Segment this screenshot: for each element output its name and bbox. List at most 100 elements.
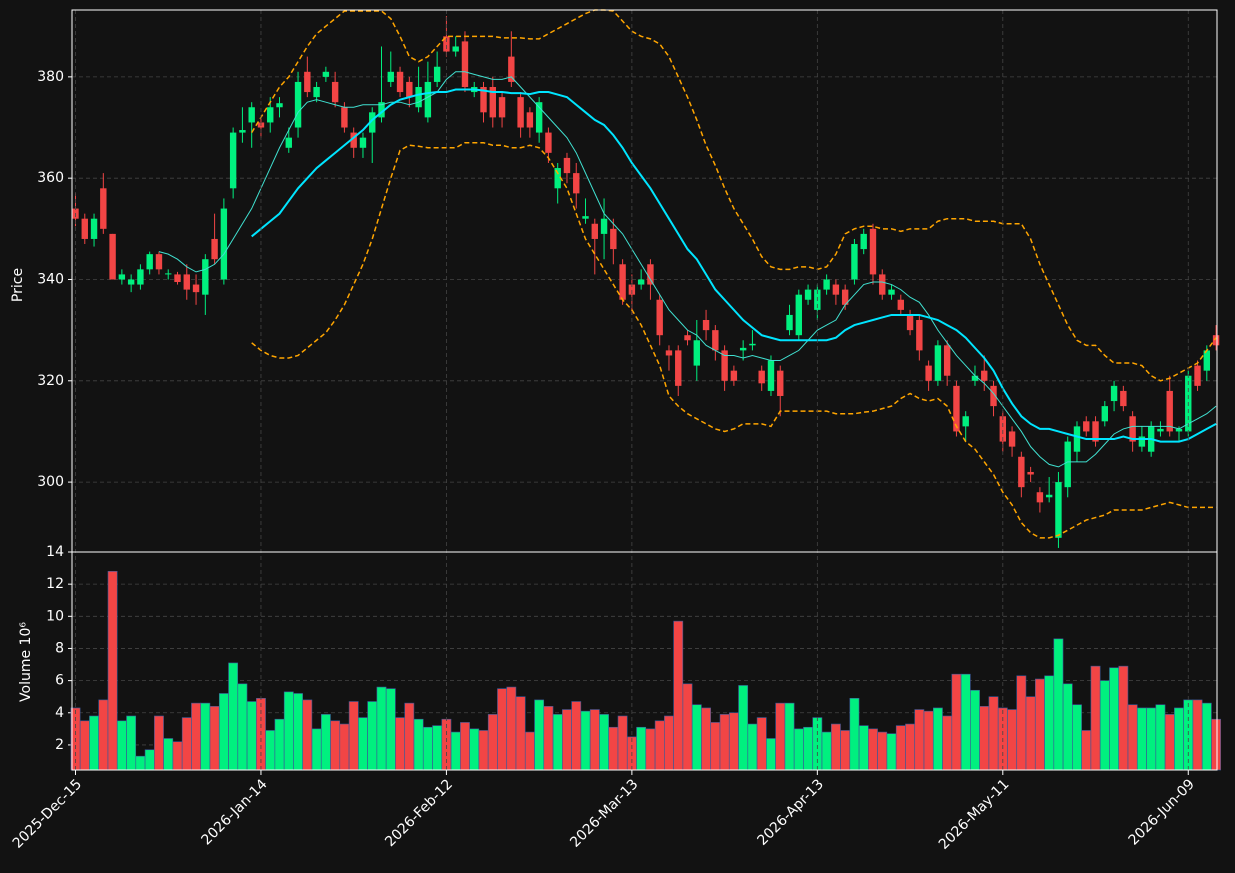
candle-body xyxy=(573,173,580,194)
volume-bar xyxy=(821,731,832,771)
candle-body xyxy=(758,370,765,384)
candle-body xyxy=(155,254,163,270)
volume-bar xyxy=(302,699,313,771)
candle-body xyxy=(174,274,181,283)
candle-body xyxy=(489,86,496,118)
candle-body xyxy=(647,264,654,285)
volume-bar xyxy=(970,689,980,771)
volume-bar xyxy=(311,728,322,771)
volume-bar xyxy=(673,620,684,771)
volume-bar xyxy=(422,726,433,771)
candle-body xyxy=(749,343,756,346)
volume-bar xyxy=(1127,704,1138,771)
candle-body xyxy=(962,416,969,427)
volume-bar xyxy=(988,696,999,771)
candle-body xyxy=(610,228,617,250)
candle-body xyxy=(1092,421,1099,442)
candle-body xyxy=(109,233,116,280)
candle-body xyxy=(433,66,441,82)
volume-bar xyxy=(830,723,841,771)
candle-body xyxy=(461,41,469,87)
volume-bar xyxy=(469,728,480,771)
volume-bar xyxy=(126,715,137,771)
volume-bar xyxy=(404,702,415,771)
volume-bar xyxy=(487,714,498,771)
volume-bar xyxy=(636,726,647,771)
volume-bar xyxy=(543,706,554,771)
volume-bar xyxy=(79,720,90,771)
volume-bar xyxy=(478,730,489,771)
volume-bar xyxy=(1146,707,1157,771)
volume-bar xyxy=(747,723,758,771)
candle-body xyxy=(971,375,979,381)
candle-body xyxy=(1175,428,1183,432)
volume-bar xyxy=(1090,665,1101,771)
candle-body xyxy=(1027,471,1034,475)
volume-bar xyxy=(877,731,888,771)
candle-body xyxy=(90,218,98,239)
volume-bar xyxy=(895,725,906,771)
candle-body xyxy=(563,157,571,174)
candle-body xyxy=(1194,365,1201,386)
candle-body xyxy=(702,320,710,331)
volume-bar xyxy=(237,683,248,771)
volume-bar xyxy=(358,717,368,771)
volume-bar xyxy=(163,738,174,771)
volume-bar xyxy=(274,718,285,771)
volume-bar xyxy=(172,741,183,771)
volume-bar xyxy=(923,710,934,771)
volume-bar xyxy=(1072,704,1082,771)
candle-body xyxy=(415,86,422,108)
volume-bar xyxy=(293,693,303,771)
volume-bar xyxy=(460,722,470,771)
candle-body xyxy=(396,71,404,93)
volume-bar xyxy=(756,717,767,771)
candle-body xyxy=(498,97,506,118)
volume-bar xyxy=(682,683,693,771)
volume-bar xyxy=(246,701,257,771)
candle-body xyxy=(860,233,867,250)
candle-body xyxy=(331,81,339,103)
overlay-line xyxy=(158,71,1217,468)
volume-bar xyxy=(571,701,582,771)
volume-bar xyxy=(218,693,229,771)
volume-bar xyxy=(283,691,294,771)
candle-body xyxy=(777,370,784,396)
volume-bar xyxy=(1081,730,1092,771)
y-tick-label: 10 xyxy=(46,608,64,624)
candle-body xyxy=(665,350,673,356)
volume-bar xyxy=(515,696,526,771)
candle-body xyxy=(739,347,747,351)
volume-bar xyxy=(886,733,897,771)
candle-body xyxy=(322,71,330,77)
volume-bar xyxy=(228,662,239,771)
y-tick-label: 14 xyxy=(46,544,64,560)
candle-body xyxy=(313,86,320,98)
volume-bar xyxy=(209,706,220,771)
candle-body xyxy=(693,340,700,366)
volume-bar xyxy=(599,714,609,771)
volume-bar xyxy=(645,728,656,771)
candle-body xyxy=(619,264,626,300)
candle-body xyxy=(1083,421,1090,432)
candle-body xyxy=(1073,426,1081,452)
candle-body xyxy=(1157,428,1164,432)
volume-bar xyxy=(1118,665,1129,771)
candle-body xyxy=(285,137,292,148)
candle-body xyxy=(767,360,775,391)
volume-bar xyxy=(320,714,331,771)
volume-bar xyxy=(1016,675,1027,771)
candle-body xyxy=(637,279,645,285)
volume-bar xyxy=(840,730,851,771)
candle-body xyxy=(730,370,738,381)
candle-body xyxy=(359,137,367,148)
candle-body xyxy=(888,289,895,295)
volume-bar xyxy=(849,697,860,771)
candle-body xyxy=(1018,456,1025,488)
candle-body xyxy=(841,289,849,305)
candle-body xyxy=(1129,416,1136,442)
volume-bar xyxy=(1034,678,1045,771)
